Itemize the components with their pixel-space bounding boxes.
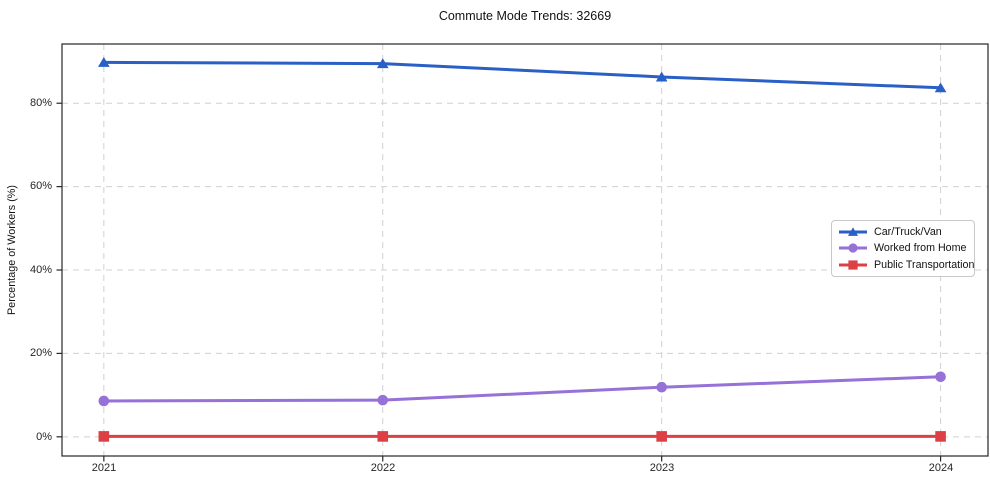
x-tick-label: 2024: [928, 462, 954, 474]
legend: Car/Truck/Van Worked from Home Public Tr…: [831, 220, 975, 277]
legend-label: Public Transportation: [874, 258, 975, 271]
y-tick-label: 40%: [29, 264, 52, 276]
y-axis-tick-labels: 80% 60% 40% 20% 0%: [0, 0, 52, 490]
x-tick-label: 2021: [91, 462, 117, 474]
y-tick-label: 80%: [29, 97, 52, 109]
line-square-marker-icon: [839, 260, 867, 270]
chart-title: Commute Mode Trends: 32669: [438, 9, 612, 23]
line-circle-marker-icon: [839, 243, 867, 254]
legend-item: Public Transportation: [838, 257, 974, 273]
y-tick-label: 0%: [36, 431, 52, 443]
x-tick-label: 2022: [370, 462, 396, 474]
legend-item: Car/Truck/Van: [838, 224, 968, 240]
legend-item: Worked from Home: [838, 240, 968, 256]
y-tick-label: 60%: [29, 180, 52, 192]
line-triangle-marker-icon: [839, 227, 867, 237]
y-tick-label: 20%: [29, 347, 52, 359]
legend-label: Worked from Home: [874, 242, 967, 255]
legend-label: Car/Truck/Van: [874, 226, 942, 239]
x-tick-label: 2023: [649, 462, 675, 474]
